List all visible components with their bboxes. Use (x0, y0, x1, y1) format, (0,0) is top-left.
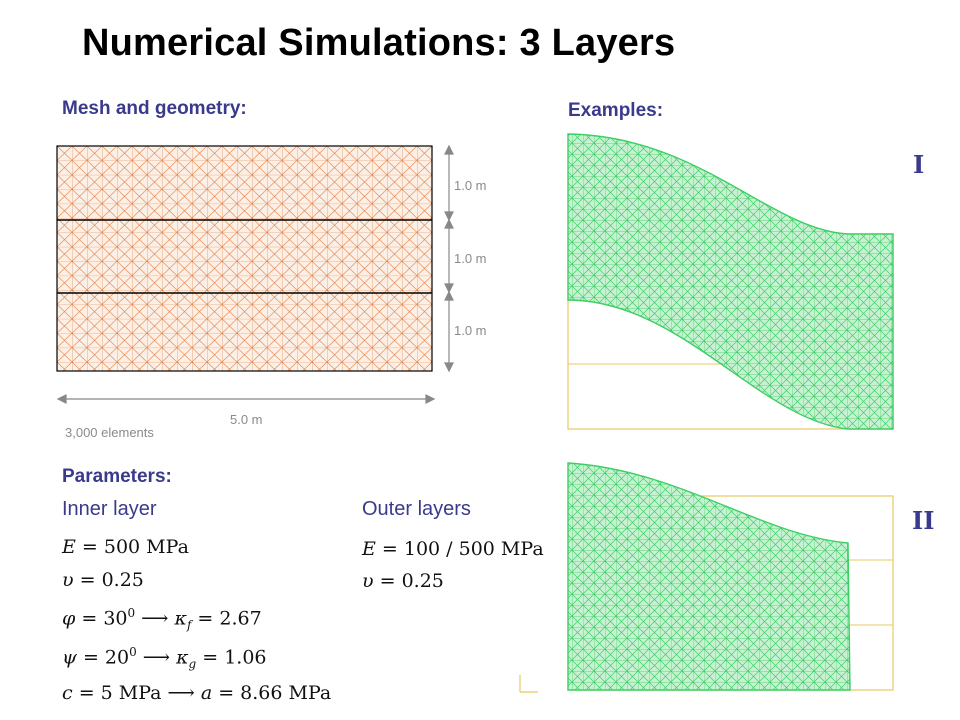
example-label-1: I (913, 150, 925, 179)
examples-heading: Examples: (568, 100, 664, 121)
axis-triad-icon (519, 675, 538, 693)
example-label-2: II (912, 506, 935, 535)
outer-poisson-ratio: υ = 0.25 (362, 570, 444, 592)
inner-layer-heading: Inner layer (62, 498, 157, 520)
inner-friction-angle: φ = 300 ⟶ κf = 2.67 (62, 606, 262, 633)
layer-dim-top: 1.0 m (454, 178, 487, 193)
height-dimensions (444, 144, 454, 373)
inner-dilatancy-angle: ψ = 200 ⟶ κg = 1.06 (62, 645, 267, 672)
outer-layers-heading: Outer layers (362, 498, 471, 520)
outer-youngs-modulus: E = 100 / 500 MPa (362, 538, 544, 560)
inner-youngs-modulus: E = 500 MPa (62, 536, 189, 558)
elements-count: 3,000 elements (65, 425, 154, 440)
example-2-deformed-mesh (567, 462, 894, 691)
parameters-heading: Parameters: (62, 466, 172, 487)
mesh-diagram (56, 145, 433, 372)
mesh-heading: Mesh and geometry: (62, 98, 247, 119)
inner-poisson-ratio: υ = 0.25 (62, 569, 144, 591)
layer-dim-bottom: 1.0 m (454, 323, 487, 338)
page-title: Numerical Simulations: 3 Layers (82, 22, 676, 64)
width-dimension (56, 394, 436, 404)
width-dim-label: 5.0 m (230, 412, 263, 427)
inner-cohesion: c = 5 MPa ⟶ a = 8.66 MPa (62, 682, 332, 704)
layer-dim-middle: 1.0 m (454, 251, 487, 266)
example-1-deformed-mesh (567, 133, 894, 430)
